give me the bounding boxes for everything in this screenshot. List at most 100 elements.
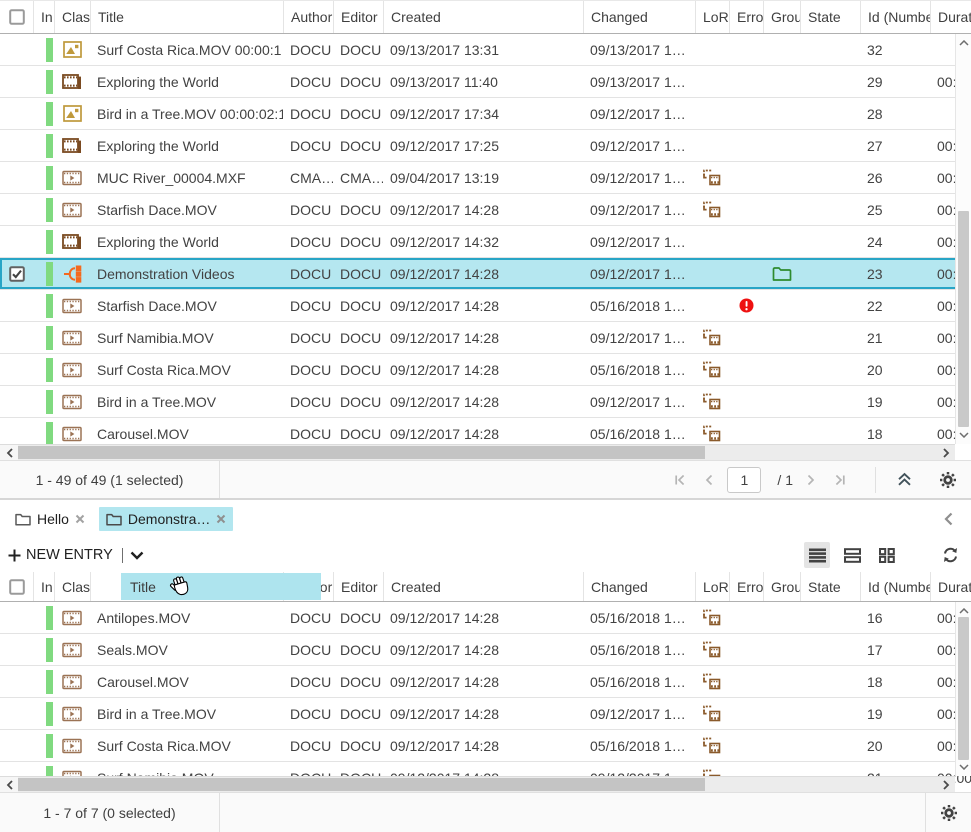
column-header-changed[interactable]: Changed — [583, 1, 695, 33]
scroll-down-button[interactable] — [956, 760, 971, 774]
scroll-right-button[interactable] — [937, 777, 955, 792]
table-row[interactable]: Surf Namibia.MOV DOCU DOCU 09/12/2017 14… — [0, 322, 971, 354]
table-row[interactable]: Exploring the World DOCU DOCU 09/12/2017… — [0, 226, 971, 258]
column-header-created[interactable]: Created — [383, 572, 583, 601]
first-page-button[interactable] — [671, 471, 689, 489]
table-row[interactable]: Carousel.MOV DOCU DOCU 09/12/2017 14:28 … — [0, 418, 971, 444]
row-checkbox[interactable] — [0, 290, 33, 321]
table-row[interactable]: MUC River_00004.MXF CMA… CMA… 09/04/2017… — [0, 162, 971, 194]
column-header-class[interactable]: Class — [54, 1, 90, 33]
column-header-lores[interactable]: LoRes — [695, 1, 729, 33]
scrollbar-thumb[interactable] — [958, 211, 969, 427]
column-header-title[interactable]: Title — [90, 1, 283, 33]
next-page-button[interactable] — [805, 471, 819, 489]
column-header-in[interactable]: In — [33, 572, 54, 601]
column-header-editor[interactable]: Editor — [333, 572, 383, 601]
tab-hello[interactable]: Hello — [8, 507, 92, 531]
row-checkbox[interactable] — [0, 322, 33, 353]
tab-demonstration-videos[interactable]: Demonstra… — [98, 507, 234, 531]
view-list-button[interactable] — [804, 542, 830, 568]
select-all-checkbox[interactable] — [0, 572, 33, 601]
view-rows-button[interactable] — [839, 542, 865, 568]
view-grid-button[interactable] — [874, 542, 900, 568]
page-input[interactable] — [727, 466, 762, 493]
column-header-editor[interactable]: Editor — [333, 1, 383, 33]
scroll-down-button[interactable] — [956, 428, 971, 442]
column-header-class[interactable]: Class — [54, 572, 90, 601]
column-header-state[interactable]: State — [800, 572, 860, 601]
cell-editor: DOCU — [340, 737, 382, 754]
row-checkbox[interactable] — [0, 98, 33, 129]
column-header-lores[interactable]: LoRes — [695, 572, 729, 601]
row-checkbox[interactable] — [0, 354, 33, 385]
row-checkbox[interactable] — [0, 698, 33, 729]
table-row[interactable]: Seals.MOV DOCU DOCU 09/12/2017 14:28 05/… — [0, 634, 971, 666]
row-checkbox[interactable] — [0, 666, 33, 697]
column-header-id[interactable]: Id (Number) — [860, 572, 930, 601]
table-row[interactable]: Antilopes.MOV DOCU DOCU 09/12/2017 14:28… — [0, 602, 971, 634]
row-checkbox[interactable] — [0, 258, 33, 289]
new-entry-button[interactable]: NEW ENTRY — [8, 547, 144, 563]
row-checkbox[interactable] — [0, 634, 33, 665]
table-row[interactable]: Surf Costa Rica.MOV DOCU DOCU 09/12/2017… — [0, 354, 971, 386]
scrollbar-thumb[interactable] — [958, 617, 969, 760]
table-row[interactable]: Exploring the World DOCU DOCU 09/12/2017… — [0, 130, 971, 162]
row-checkbox[interactable] — [0, 602, 33, 633]
column-header-created[interactable]: Created — [383, 1, 583, 33]
row-checkbox[interactable] — [0, 34, 33, 65]
settings-button[interactable] — [938, 802, 960, 824]
column-header-changed[interactable]: Changed — [583, 572, 695, 601]
scrollbar-thumb[interactable] — [18, 446, 705, 459]
column-header-grou[interactable]: Group — [763, 572, 800, 601]
column-header-state[interactable]: State — [800, 1, 860, 33]
top-vertical-scrollbar[interactable] — [955, 34, 971, 444]
column-header-in[interactable]: In — [33, 1, 54, 33]
table-row[interactable]: Exploring the World DOCU DOCU 09/13/2017… — [0, 66, 971, 98]
scroll-right-button[interactable] — [937, 445, 955, 460]
bottom-vertical-scrollbar[interactable] — [955, 602, 971, 776]
column-header-error[interactable]: Error — [729, 572, 763, 601]
row-checkbox[interactable] — [0, 130, 33, 161]
scroll-up-button[interactable] — [956, 604, 971, 618]
table-row[interactable]: Surf Costa Rica.MOV 00:00:1… DOCU DOCU 0… — [0, 34, 971, 66]
bottom-horizontal-scrollbar[interactable] — [0, 776, 955, 792]
row-checkbox[interactable] — [0, 162, 33, 193]
prev-page-button[interactable] — [701, 471, 715, 489]
row-checkbox[interactable] — [0, 730, 33, 761]
table-row[interactable]: Surf Costa Rica.MOV DOCU DOCU 09/12/2017… — [0, 730, 971, 762]
collapse-right-button[interactable] — [942, 510, 955, 528]
close-icon[interactable] — [75, 514, 85, 524]
row-checkbox[interactable] — [0, 418, 33, 444]
collapse-panel-button[interactable] — [894, 470, 915, 489]
table-row[interactable]: Demonstration Videos DOCU DOCU 09/12/201… — [0, 258, 971, 290]
table-row[interactable]: Bird in a Tree.MOV DOCU DOCU 09/12/2017 … — [0, 698, 971, 730]
column-header-error[interactable]: Error — [729, 1, 763, 33]
settings-button[interactable] — [937, 469, 959, 491]
table-row[interactable]: Bird in a Tree.MOV DOCU DOCU 09/12/2017 … — [0, 386, 971, 418]
column-header-title[interactable] — [90, 572, 283, 601]
row-checkbox[interactable] — [0, 66, 33, 97]
column-header-duration[interactable]: Duration — [930, 572, 971, 601]
top-horizontal-scrollbar[interactable] — [0, 444, 955, 460]
scroll-left-button[interactable] — [0, 777, 18, 792]
row-checkbox[interactable] — [0, 226, 33, 257]
column-header-duration[interactable]: Duration — [930, 1, 971, 33]
last-page-button[interactable] — [831, 471, 849, 489]
row-checkbox[interactable] — [0, 386, 33, 417]
table-row[interactable]: Starfish Dace.MOV DOCU DOCU 09/12/2017 1… — [0, 290, 971, 322]
column-header-id[interactable]: Id (Number) — [860, 1, 930, 33]
cell-state — [800, 34, 860, 65]
refresh-button[interactable] — [940, 545, 961, 565]
table-row[interactable]: Starfish Dace.MOV DOCU DOCU 09/12/2017 1… — [0, 194, 971, 226]
row-checkbox[interactable] — [0, 194, 33, 225]
scroll-up-button[interactable] — [956, 36, 971, 50]
column-header-author[interactable]: Author — [283, 1, 333, 33]
table-row[interactable]: Carousel.MOV DOCU DOCU 09/12/2017 14:28 … — [0, 666, 971, 698]
select-all-checkbox[interactable] — [0, 1, 33, 33]
column-header-grou[interactable]: Group — [763, 1, 800, 33]
close-icon[interactable] — [216, 514, 226, 524]
table-row[interactable]: Bird in a Tree.MOV 00:00:02:12 DOCU DOCU… — [0, 98, 971, 130]
column-label: Title — [98, 9, 124, 25]
scrollbar-thumb[interactable] — [18, 778, 705, 791]
scroll-left-button[interactable] — [0, 445, 18, 460]
